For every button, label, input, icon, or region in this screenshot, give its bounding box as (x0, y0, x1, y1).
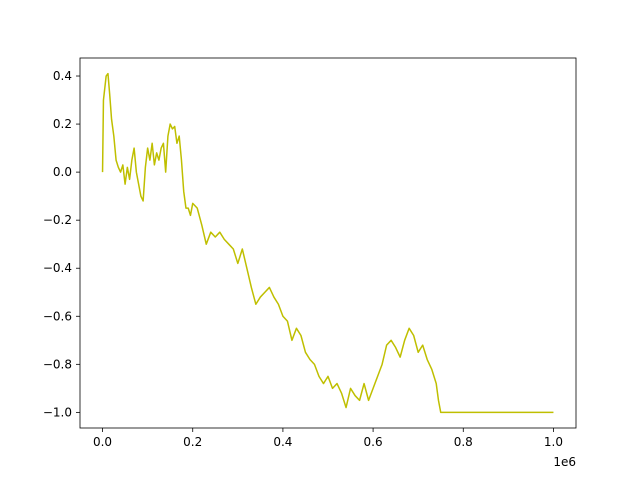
y-tick-label: 0.4 (53, 69, 72, 83)
series-line-0 (101, 72, 554, 414)
x-tick-label: 0.2 (183, 435, 202, 449)
axes-frame (79, 57, 577, 429)
x-axis-offset-label: 1e6 (553, 455, 576, 469)
x-tick-label: 0.0 (93, 435, 112, 449)
y-tick-label: 0.2 (53, 117, 72, 131)
y-tick-label: −0.8 (43, 357, 72, 371)
x-tick-label: 0.6 (364, 435, 383, 449)
plot-area (80, 58, 576, 428)
x-tick-label: 0.4 (273, 435, 292, 449)
x-tick-label: 1.0 (544, 435, 563, 449)
y-tick-label: 0.0 (53, 165, 72, 179)
y-tick-label: −0.6 (43, 309, 72, 323)
y-tick-label: −1.0 (43, 405, 72, 419)
x-tick-label: 0.8 (454, 435, 473, 449)
axes-layer: 0.0 0.2 0.4 0.6 0.8 1.0 0.4 0.2 0.0 −0.2 −0.4 −0.6 −… (43, 57, 577, 449)
y-tick-label: −0.4 (43, 261, 72, 275)
y-tick-label: −0.2 (43, 213, 72, 227)
series-layer (101, 72, 554, 414)
